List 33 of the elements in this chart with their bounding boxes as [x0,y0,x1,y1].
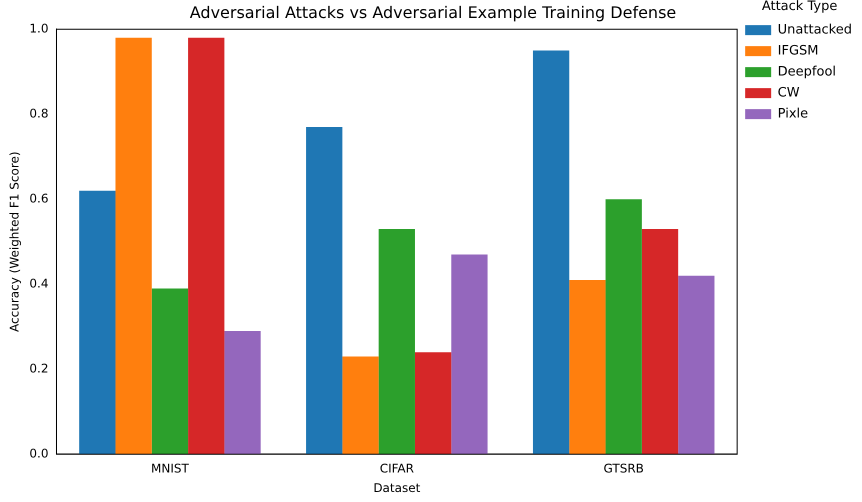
y-tick-label: 0.8 [29,106,48,120]
bar [532,50,570,454]
x-tick-label: GTSRB [604,462,644,476]
chart-title: Adversarial Attacks vs Adversarial Example Training Defense [190,2,676,22]
legend-label: IFGSM [778,43,819,58]
y-axis-title: Accuracy (Weighted F1 Score) [7,151,22,332]
bar [115,38,152,454]
x-axis-title: Dataset [373,480,421,495]
bar [306,126,342,454]
bar [79,190,116,454]
bar [152,288,188,454]
bar [642,228,678,454]
legend-label: Deepfool [778,64,836,80]
legend-title: Attack Type [762,0,838,14]
bar [606,199,642,454]
bar [342,356,379,454]
bar [569,280,606,454]
y-tick-label: 0.0 [29,446,48,460]
bar [224,330,261,454]
y-tick-label: 1.0 [29,21,48,36]
x-tick-label: MNIST [151,462,190,476]
x-tick-label: CIFAR [380,462,414,476]
legend-label: Pixle [778,106,808,122]
legend-label: CW [778,85,800,100]
bar [378,228,415,454]
legend-label: Unattacked [778,22,852,38]
y-tick-label: 0.2 [29,361,48,376]
y-tick-label: 0.6 [29,191,48,206]
bar [678,276,714,454]
bar [188,38,224,454]
bar [451,254,488,454]
y-tick-label: 0.4 [29,276,48,290]
bar [414,352,452,454]
